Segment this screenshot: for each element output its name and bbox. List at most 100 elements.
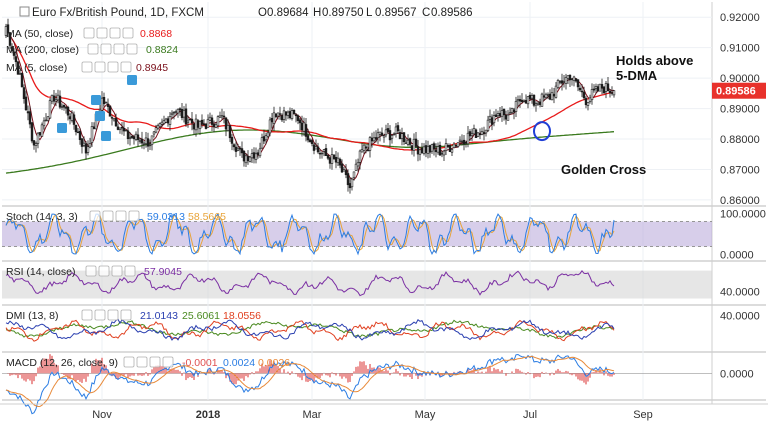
ma5-settings-icon[interactable] [94, 61, 106, 73]
candle-body [326, 155, 330, 159]
candle-body [516, 99, 520, 102]
candle-body [20, 72, 24, 88]
macd-settings-icon[interactable] [123, 356, 135, 368]
macd-pane[interactable] [2, 353, 712, 415]
candle-body [450, 149, 454, 153]
ohlc-value: 0.89750 [322, 7, 364, 19]
candle-body [594, 86, 598, 89]
candle-body [104, 101, 108, 104]
candle-body [50, 94, 54, 102]
candle-body [416, 146, 420, 155]
price-pane[interactable]: Holds above 5-DMA Golden Cross [4, 18, 693, 194]
dmi-settings-icon[interactable] [120, 309, 132, 321]
candle-body [334, 157, 338, 163]
event-marker-icon[interactable] [57, 123, 67, 133]
candle-body [498, 113, 502, 117]
ma200-settings-icon[interactable] [126, 43, 138, 55]
ma200-settings-icon[interactable] [87, 43, 99, 55]
rsi-settings-icon[interactable] [85, 265, 97, 277]
rsi-settings-icon[interactable] [98, 265, 110, 277]
candle-body [504, 114, 508, 120]
candle-body [456, 142, 460, 147]
indicator-icons[interactable] [19, 6, 174, 368]
candle-body [246, 156, 250, 162]
dmi-legend-value: 21.0143 [140, 310, 178, 322]
time-tick-label: Sep [633, 409, 653, 421]
candle-body [552, 94, 556, 97]
stoch-settings-icon[interactable] [115, 210, 127, 222]
candle-body [186, 120, 190, 123]
stochastic-pane[interactable] [2, 213, 712, 256]
event-marker-icon[interactable] [91, 95, 101, 105]
dmi-settings-icon[interactable] [94, 309, 106, 321]
ma5-settings-icon[interactable] [81, 61, 93, 73]
candle-body [32, 140, 36, 146]
candle-body [216, 116, 220, 127]
candle-body [570, 78, 574, 80]
candle-body [550, 92, 554, 101]
ma50-settings-icon[interactable] [109, 27, 121, 39]
candle-body [150, 135, 154, 145]
ma200-settings-icon[interactable] [113, 43, 125, 55]
dmi-pane[interactable] [5, 318, 615, 342]
ma200-settings-icon[interactable] [100, 43, 112, 55]
candle-body [422, 146, 426, 154]
macd-settings-icon[interactable] [162, 356, 174, 368]
candle-body [80, 138, 84, 147]
candle-body [428, 145, 432, 153]
ma50-settings-icon[interactable] [122, 27, 134, 39]
candle-body [90, 126, 94, 143]
rsi-tick-label: 40.0000 [720, 287, 760, 299]
candle-body [414, 138, 418, 147]
event-marker-icon[interactable] [127, 75, 137, 85]
ma50-settings-icon[interactable] [83, 27, 95, 39]
candle-body [158, 123, 162, 127]
candle-body [270, 118, 274, 123]
candle-body [16, 61, 20, 75]
candle-body [454, 145, 458, 147]
ma50-settings-icon[interactable] [96, 27, 108, 39]
dmi-legend-value: 18.0556 [223, 310, 261, 322]
macd-settings-icon[interactable] [136, 356, 148, 368]
stoch-settings-icon[interactable] [128, 210, 140, 222]
last-price-label-bg [712, 82, 766, 99]
candle-body [296, 115, 300, 121]
rsi-settings-icon[interactable] [111, 265, 123, 277]
candle-body [250, 153, 254, 159]
candle-body [268, 119, 272, 134]
candle-body [406, 139, 410, 145]
dmi-settings-icon[interactable] [107, 309, 119, 321]
macd-legend-value: 0.0024 [223, 357, 255, 369]
candle-body [530, 95, 534, 99]
candle-body [542, 95, 546, 98]
candle-body [400, 133, 404, 139]
candle-body [554, 85, 558, 98]
macd-legend-name: MACD (12, 26, close, 9) [6, 357, 118, 369]
candle-body [52, 95, 56, 102]
symbol-options-icon[interactable] [19, 6, 30, 17]
candle-body [424, 145, 428, 153]
candle-body [512, 109, 516, 113]
candle-body [228, 125, 232, 139]
candle-body [82, 142, 86, 146]
candle-body [356, 162, 360, 167]
dmi-tick-label: 40.0000 [720, 311, 760, 323]
candle-body [408, 138, 412, 145]
ma5-settings-icon[interactable] [107, 61, 119, 73]
plus-di-line [5, 318, 615, 341]
stoch-settings-icon[interactable] [102, 210, 114, 222]
stoch-legend-value: 58.5665 [188, 211, 226, 223]
macd-settings-icon[interactable] [149, 356, 161, 368]
event-marker-icon[interactable] [101, 131, 111, 141]
rsi-settings-icon[interactable] [124, 265, 136, 277]
event-marker-icon[interactable] [95, 111, 105, 121]
dmi-settings-icon[interactable] [81, 309, 93, 321]
candle-body [558, 81, 562, 83]
ma5-settings-icon[interactable] [120, 61, 132, 73]
price-tick-label: 0.86000 [720, 195, 760, 207]
stoch-settings-icon[interactable] [89, 210, 101, 222]
candle-body [54, 99, 58, 102]
candle-body [432, 143, 436, 150]
candle-body [306, 135, 310, 141]
candle-body [218, 115, 222, 118]
